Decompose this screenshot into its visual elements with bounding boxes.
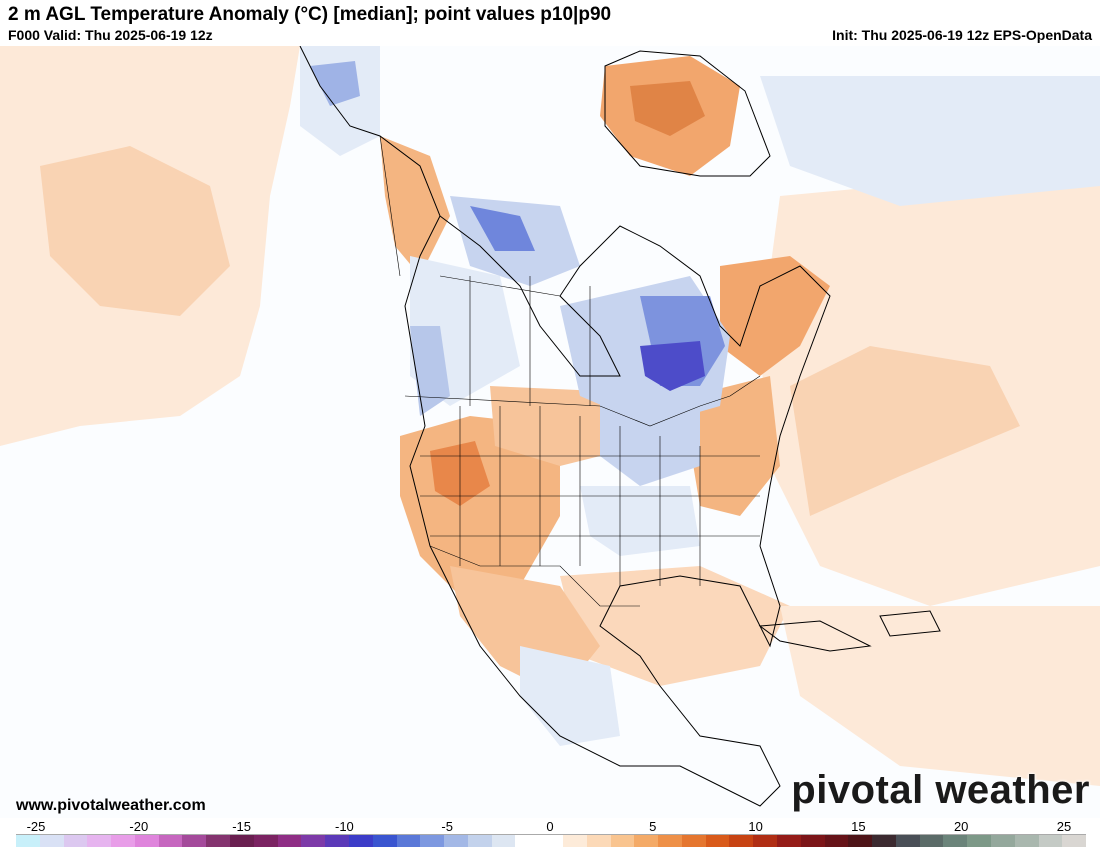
colorbar-tick-label: -10 <box>334 819 354 834</box>
website-label: www.pivotalweather.com <box>16 797 206 814</box>
colorbar-segment <box>372 835 397 847</box>
northern-plains-warm <box>490 386 600 466</box>
north-atlantic-cool <box>760 76 1100 206</box>
colorbar-segment <box>396 835 421 847</box>
colorbar-segment <box>848 835 873 847</box>
colorbar-segment <box>420 835 445 847</box>
colorbar-tick-label: 0 <box>546 819 554 834</box>
colorbar-segment <box>206 835 231 847</box>
hispaniola-coastline <box>879 610 941 637</box>
colorbar-tick-label: 20 <box>953 819 969 834</box>
colorbar-segment <box>539 835 563 847</box>
colorbar-segment <box>610 835 635 847</box>
warm-anomaly-fields <box>0 46 1100 786</box>
colorbar-segment <box>467 835 492 847</box>
colorbar-segment <box>634 835 659 847</box>
valid-time-label: F000 Valid: Thu 2025-06-19 12z <box>8 27 213 43</box>
colorbar-segment <box>562 835 587 847</box>
colorbar-segment <box>325 835 349 847</box>
colorbar-segment <box>800 835 825 847</box>
colorbar-segment <box>87 835 112 847</box>
colorbar-segment <box>348 835 373 847</box>
colorbar-segment <box>586 835 611 847</box>
colorbar-segment <box>681 835 706 847</box>
colorbar-segment <box>658 835 682 847</box>
colorbar-segment <box>253 835 278 847</box>
colorbar-segment <box>277 835 302 847</box>
alaska-cool-core <box>310 61 360 106</box>
colorbar-segment <box>777 835 801 847</box>
cool-anomaly-fields <box>300 46 1100 746</box>
greenland-coastline <box>604 50 771 177</box>
map-canvas <box>0 46 1100 807</box>
anomaly-map[interactable] <box>0 46 1100 818</box>
alaska-yukon-warm <box>380 136 450 276</box>
pivotal-weather-logo: pivotal weather <box>791 768 1090 812</box>
colorbar-segment <box>134 835 159 847</box>
us-canada-border <box>404 375 761 427</box>
colorbar-tick-label: -20 <box>129 819 149 834</box>
colorbar-segment <box>158 835 183 847</box>
greenland-warm-core <box>630 81 705 136</box>
colorbar-tick-label: 15 <box>851 819 866 834</box>
gulf-warm <box>560 566 790 686</box>
colorbar-tick-label: -15 <box>232 819 251 834</box>
colorbar-segment <box>1062 835 1087 847</box>
northeast-warm <box>690 376 780 516</box>
map-title: 2 m AGL Temperature Anomaly (°C) [median… <box>8 4 612 25</box>
colorbar-segment <box>753 835 777 847</box>
colorbar-tick-label: 5 <box>649 819 657 834</box>
state-lines <box>420 406 760 586</box>
colorbar-segment <box>991 835 1015 847</box>
colorbar-segment <box>63 835 88 847</box>
colorbar-segment <box>444 835 468 847</box>
init-time-label: Init: Thu 2025-06-19 12z EPS-OpenData <box>832 27 1092 43</box>
colorbar-segment <box>967 835 992 847</box>
colorbar-segment <box>943 835 968 847</box>
colorbar-segment <box>16 835 40 847</box>
great-lakes-cool <box>600 396 700 486</box>
political-borders <box>379 135 761 607</box>
colorbar <box>16 834 1087 847</box>
arctic-cool-core <box>470 206 535 251</box>
colorbar-segment <box>301 835 326 847</box>
colorbar-segment <box>182 835 207 847</box>
colorbar-segment <box>824 835 849 847</box>
colorbar-segment <box>1038 835 1063 847</box>
colorbar-segment <box>919 835 944 847</box>
colorbar-segment <box>872 835 896 847</box>
colorbar-tick-label: -5 <box>441 819 453 834</box>
colorbar-tick-label: -25 <box>26 819 46 834</box>
province-lines <box>439 275 591 406</box>
quebec-labrador-warm <box>720 256 830 376</box>
pacific-warm-core <box>40 146 230 316</box>
colorbar-segment <box>1014 835 1039 847</box>
james-bay-cool-core <box>640 341 705 391</box>
colorbar-segment <box>515 835 540 847</box>
colorbar-segment <box>895 835 920 847</box>
colorbar-segment <box>729 835 754 847</box>
central-us-cool <box>580 486 700 556</box>
colorbar-segment <box>39 835 64 847</box>
us-mexico-border <box>429 545 640 607</box>
colorbar-segment <box>705 835 730 847</box>
cuba-coastline <box>758 620 872 652</box>
colorbar-tick-label: 10 <box>748 819 763 834</box>
caribbean-warm <box>780 606 1100 786</box>
atlantic-warm-band <box>790 346 1020 516</box>
colorbar-segment <box>111 835 135 847</box>
colorbar-segment <box>491 835 516 847</box>
colorbar-segment <box>230 835 254 847</box>
alaska-canada-border <box>379 135 401 277</box>
colorbar-tick-label: 25 <box>1056 819 1072 834</box>
